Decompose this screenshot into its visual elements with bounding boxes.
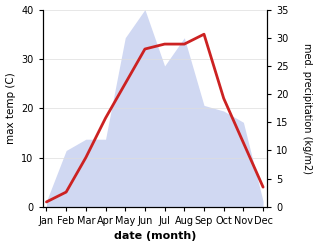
X-axis label: date (month): date (month) (114, 231, 196, 242)
Y-axis label: med. precipitation (kg/m2): med. precipitation (kg/m2) (302, 43, 313, 174)
Y-axis label: max temp (C): max temp (C) (5, 72, 16, 144)
